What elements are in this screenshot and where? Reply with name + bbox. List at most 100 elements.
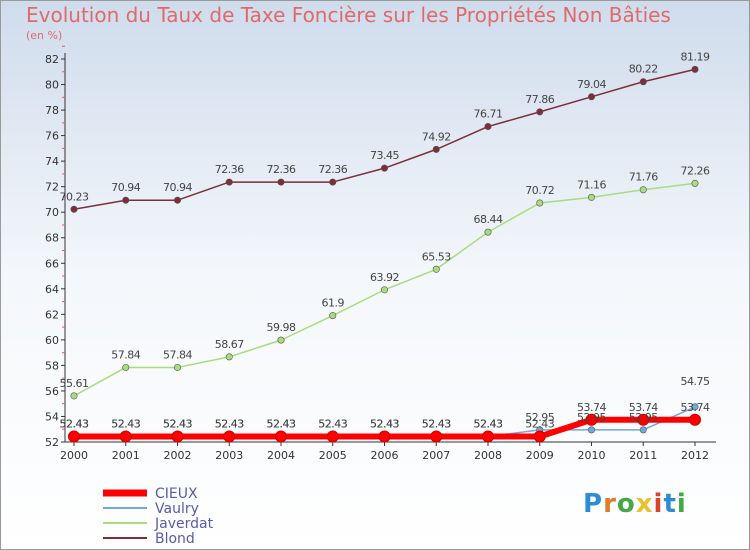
data-label-vaulry: 52.95 [525, 411, 554, 424]
data-label-cieux: 53.74 [629, 401, 658, 414]
data-label-blond: 76.71 [474, 108, 503, 121]
data-point-cieux [533, 430, 546, 443]
data-point-cieux [689, 413, 701, 426]
y-tick-label: 82 [45, 53, 59, 66]
data-label-vaulry: 52.43 [267, 418, 296, 431]
y-tick-label: 54 [45, 410, 59, 423]
data-point-blond [639, 78, 647, 86]
data-label-javerdat: 59.98 [267, 321, 296, 334]
data-label-cieux: 52.43 [215, 418, 244, 431]
data-label-cieux: 52.43 [422, 418, 451, 431]
legend-label-vaulry: Vaulry [155, 501, 199, 517]
data-point-cieux [223, 430, 236, 443]
data-label-blond: 81.19 [681, 50, 710, 63]
data-point-javerdat [639, 186, 647, 194]
data-point-blond [380, 164, 388, 172]
y-tick-label: 62 [45, 308, 59, 321]
data-label-blond: 70.94 [163, 181, 192, 194]
data-point-cieux [119, 430, 132, 443]
data-point-blond [70, 205, 78, 213]
data-label-javerdat: 58.67 [215, 338, 244, 351]
data-point-javerdat [225, 353, 233, 361]
data-label-javerdat: 72.26 [681, 164, 710, 177]
data-point-blond [277, 178, 285, 186]
legend-label-blond: Blond [155, 531, 195, 547]
y-tick-label: 72 [45, 181, 59, 194]
data-label-javerdat: 71.16 [577, 178, 606, 191]
data-label-blond: 74.92 [422, 130, 451, 143]
data-point-javerdat [380, 286, 388, 294]
data-label-blond: 77.86 [525, 93, 554, 106]
y-tick-label: 56 [45, 385, 59, 398]
proxiti-logo: Proxiti [583, 489, 687, 519]
y-tick-label: 60 [45, 334, 59, 347]
data-label-cieux: 52.43 [318, 418, 347, 431]
data-point-cieux [275, 430, 287, 443]
data-point-vaulry [587, 426, 595, 434]
y-tick-label: 78 [45, 104, 59, 117]
x-tick-label: 2010 [578, 449, 606, 462]
x-tick-label: 2004 [267, 449, 295, 462]
data-point-javerdat [174, 363, 182, 371]
data-label-javerdat: 65.53 [422, 250, 451, 263]
data-point-javerdat [536, 199, 544, 207]
data-point-vaulry [639, 426, 647, 434]
data-point-blond [432, 145, 440, 153]
data-point-cieux [585, 413, 598, 426]
data-label-blond: 79.04 [577, 78, 606, 91]
data-point-cieux [68, 430, 80, 443]
data-point-javerdat [277, 336, 285, 344]
data-point-cieux [326, 430, 339, 443]
data-label-vaulry: 52.43 [111, 418, 140, 431]
y-tick-label: 80 [45, 79, 59, 92]
data-label-blond: 72.36 [318, 163, 347, 176]
data-point-blond [329, 178, 337, 186]
chart-title: Evolution du Taux de Taxe Foncière sur l… [26, 3, 671, 27]
data-point-blond [587, 93, 595, 101]
data-label-javerdat: 70.72 [525, 184, 554, 197]
data-label-cieux: 52.43 [163, 418, 192, 431]
data-label-vaulry: 52.43 [215, 418, 244, 431]
data-label-vaulry: 52.43 [318, 418, 347, 431]
data-point-cieux [171, 430, 184, 443]
data-point-javerdat [70, 392, 78, 400]
y-tick-label: 74 [45, 155, 59, 168]
data-label-cieux: 52.43 [474, 418, 503, 431]
data-label-vaulry: 52.95 [629, 411, 658, 424]
data-label-cieux: 52.43 [267, 418, 296, 431]
x-tick-label: 2006 [371, 449, 399, 462]
data-label-blond: 73.45 [370, 149, 399, 162]
data-label-cieux: 52.43 [111, 418, 140, 431]
data-point-blond [225, 178, 233, 186]
data-point-cieux [378, 430, 391, 443]
data-label-javerdat: 57.84 [163, 348, 192, 361]
x-tick-label: 2007 [422, 449, 450, 462]
data-point-blond [484, 123, 492, 131]
data-point-cieux [637, 413, 650, 426]
data-label-blond: 70.23 [60, 190, 89, 203]
x-tick-label: 2005 [319, 449, 347, 462]
data-label-cieux: 52.43 [60, 418, 89, 431]
data-label-vaulry: 54.75 [681, 375, 710, 388]
data-label-javerdat: 55.61 [60, 377, 89, 390]
y-tick-label: 58 [45, 359, 59, 372]
data-point-javerdat [484, 228, 492, 236]
data-label-javerdat: 63.92 [370, 271, 399, 284]
data-label-cieux: 52.43 [525, 418, 554, 431]
x-tick-label: 2003 [215, 449, 243, 462]
data-label-blond: 80.22 [629, 63, 658, 76]
data-point-blond [691, 65, 699, 73]
legend-label-javerdat: Javerdat [154, 516, 214, 532]
x-tick-label: 2009 [526, 449, 554, 462]
data-point-javerdat [329, 312, 337, 320]
data-label-vaulry: 52.43 [370, 418, 399, 431]
data-point-blond [174, 196, 182, 204]
x-tick-label: 2008 [474, 449, 502, 462]
data-label-javerdat: 61.9 [322, 297, 345, 310]
data-label-cieux: 53.74 [681, 401, 710, 414]
data-point-javerdat [587, 193, 595, 201]
x-tick-label: 2001 [112, 449, 140, 462]
data-label-cieux: 52.43 [370, 418, 399, 431]
x-tick-label: 2000 [60, 449, 88, 462]
